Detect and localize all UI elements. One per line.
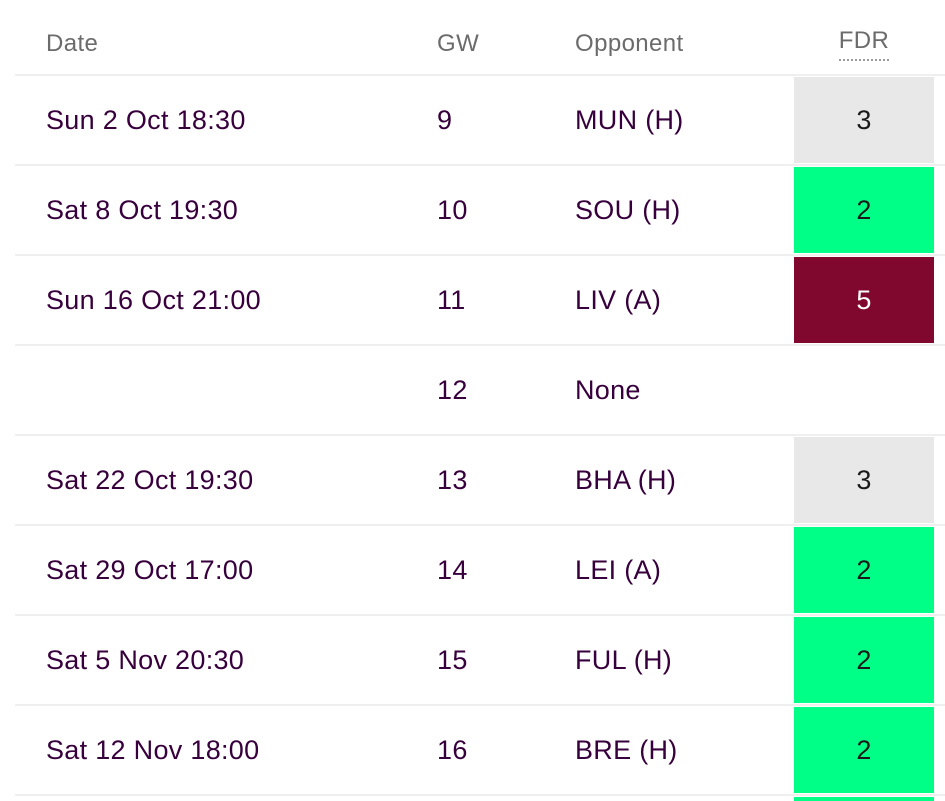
fixture-row: Sat 12 Nov 18:00 16 BRE (H) 2 <box>15 706 945 796</box>
fixture-date: Sat 29 Oct 17:00 <box>46 554 254 585</box>
fixture-date: Sat 22 Oct 19:30 <box>46 464 254 495</box>
fixture-table-body: Sun 2 Oct 18:30 9 MUN (H) 3 Sat 8 Oct 19… <box>15 76 945 796</box>
fixture-date: Sat 12 Nov 18:00 <box>46 734 260 765</box>
fixture-date: Sat 8 Oct 19:30 <box>46 194 239 225</box>
fixture-row: Sat 29 Oct 17:00 14 LEI (A) 2 <box>15 526 945 616</box>
fdr-badge: 2 <box>794 707 934 793</box>
fixture-row: Sun 2 Oct 18:30 9 MUN (H) 3 <box>15 76 945 166</box>
fixture-gameweek: 10 <box>437 194 468 225</box>
fixture-gameweek: 15 <box>437 644 468 675</box>
fixture-date: Sun 2 Oct 18:30 <box>46 104 246 135</box>
fixture-fdr-cell: 2 <box>794 166 934 254</box>
fixture-opponent: None <box>575 374 641 405</box>
fdr-badge: 3 <box>794 437 934 523</box>
column-header-opponent: Opponent <box>575 30 684 57</box>
fixture-opponent: LEI (A) <box>575 554 662 585</box>
fixture-date: Sun 16 Oct 21:00 <box>46 284 261 315</box>
fixture-opponent: BRE (H) <box>575 734 678 765</box>
fdr-badge <box>794 797 934 801</box>
fixture-gameweek: 12 <box>437 374 468 405</box>
fixture-opponent: SOU (H) <box>575 194 681 225</box>
fixture-gameweek: 13 <box>437 464 468 495</box>
fixture-fdr-cell: 2 <box>794 526 934 614</box>
fixture-fdr-cell: 5 <box>794 256 934 344</box>
fixture-opponent: LIV (A) <box>575 284 662 315</box>
fixture-row: Sat 8 Oct 19:30 10 SOU (H) 2 <box>15 166 945 256</box>
fixture-row: Sat 5 Nov 20:30 15 FUL (H) 2 <box>15 616 945 706</box>
fdr-badge: 2 <box>794 617 934 703</box>
fdr-tooltip-trigger[interactable]: FDR <box>838 27 890 61</box>
fdr-badge: 5 <box>794 257 934 343</box>
fixture-fdr-cell <box>794 346 934 434</box>
fixture-fdr-cell: 3 <box>794 436 934 524</box>
fixtures-table: Date GW Opponent FDR Sun 2 Oct 18:30 9 M… <box>15 0 945 801</box>
fixture-opponent: BHA (H) <box>575 464 677 495</box>
table-header-row: Date GW Opponent FDR <box>15 0 945 76</box>
fixture-fdr-cell: 3 <box>794 76 934 164</box>
column-header-date: Date <box>46 30 99 57</box>
fixture-gameweek: 11 <box>437 284 466 315</box>
fixture-row: Sun 16 Oct 21:00 11 LIV (A) 5 <box>15 256 945 346</box>
fixture-row: Sat 22 Oct 19:30 13 BHA (H) 3 <box>15 436 945 526</box>
fdr-badge <box>794 347 934 433</box>
fixture-date: Sat 5 Nov 20:30 <box>46 644 245 675</box>
fdr-badge: 2 <box>794 167 934 253</box>
fixture-opponent: FUL (H) <box>575 644 673 675</box>
fixture-fdr-cell: 2 <box>794 706 934 794</box>
fixture-row-partial <box>15 796 945 801</box>
fixture-gameweek: 16 <box>437 734 468 765</box>
fdr-badge: 3 <box>794 77 934 163</box>
fdr-badge: 2 <box>794 527 934 613</box>
fixture-gameweek: 9 <box>437 104 453 135</box>
fixture-fdr-cell <box>794 796 934 801</box>
fixture-row: 12 None <box>15 346 945 436</box>
fixture-opponent: MUN (H) <box>575 104 684 135</box>
fixture-gameweek: 14 <box>437 554 468 585</box>
fixture-fdr-cell: 2 <box>794 616 934 704</box>
column-header-fdr: FDR <box>794 14 934 74</box>
column-header-gameweek: GW <box>437 30 480 57</box>
